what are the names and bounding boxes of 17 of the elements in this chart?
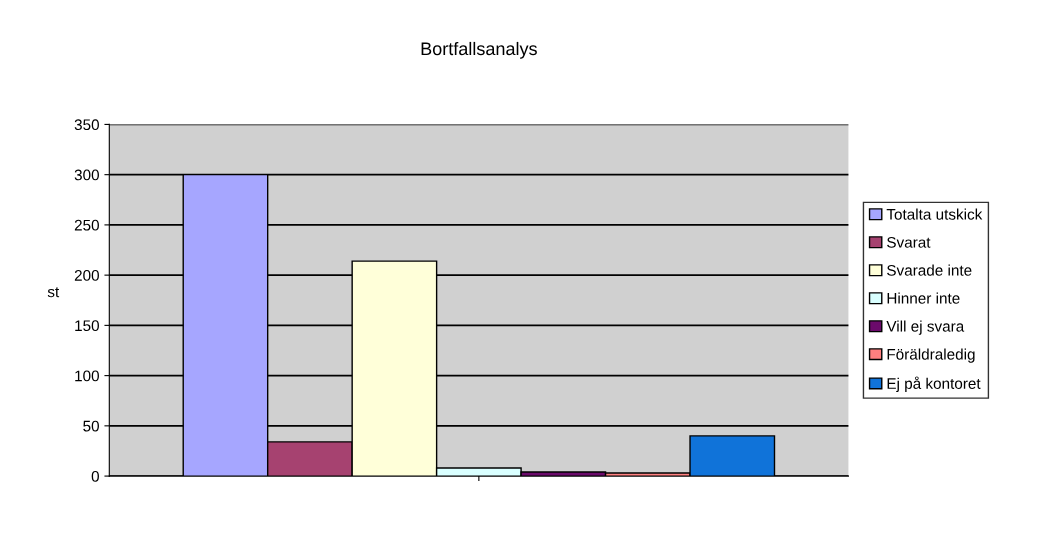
legend-label: Ej på kontoret <box>887 376 981 392</box>
y-tick-label: 200 <box>74 270 99 281</box>
y-tick-label: 300 <box>74 169 99 181</box>
y-tick-label: 0 <box>91 470 99 482</box>
y-tick-label: 100 <box>75 370 99 382</box>
legend-label: Svarat <box>887 236 931 248</box>
legend-label: Vill ej svara <box>886 320 965 335</box>
legend-label: Totalta utskick <box>886 208 983 220</box>
legend-label: Svarade inte <box>887 264 972 276</box>
y-tick-label: 50 <box>83 420 99 432</box>
legend-label: Hinner inte <box>887 292 960 304</box>
y-axis-title: st <box>47 287 60 298</box>
chart-title: Bortfallsanalys <box>421 41 537 59</box>
y-tick-label: 150 <box>75 320 99 332</box>
y-tick-label: 250 <box>74 219 99 231</box>
y-tick-label: 350 <box>74 119 99 131</box>
legend-label: Föräldraledig <box>887 348 975 363</box>
